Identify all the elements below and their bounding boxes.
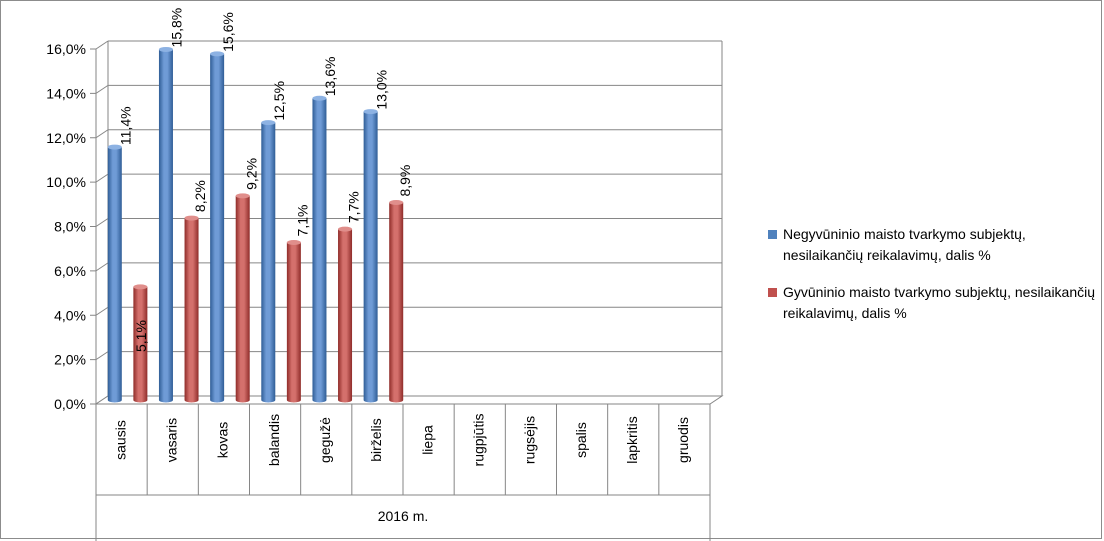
side-grid-line: [95, 129, 109, 139]
bar-cap: [235, 193, 250, 199]
bar-cap: [286, 239, 301, 245]
category-label: vasaris: [163, 418, 179, 462]
category-label: lapkritis: [624, 416, 640, 463]
data-label: 7,7%: [346, 191, 362, 223]
bar-non-animal: [210, 53, 225, 403]
category-label: liepa: [419, 425, 435, 455]
data-label: 13,0%: [373, 70, 389, 110]
bar-cap: [261, 120, 276, 126]
legend-item-non-animal: Negyvūninio maisto tvarkymo subjektų, ne…: [768, 224, 1098, 266]
data-label: 9,2%: [243, 158, 259, 190]
y-tick-label: 16,0%: [46, 41, 86, 57]
y-tick-label: 4,0%: [54, 307, 86, 323]
category-label: rugpjūtis: [470, 414, 486, 467]
category-label: kovas: [215, 422, 231, 459]
y-tick-label: 2,0%: [54, 352, 86, 368]
bar-cap: [363, 109, 378, 115]
y-tick-label: 8,0%: [54, 219, 86, 235]
bar-cap: [210, 51, 225, 57]
side-grid-line: [95, 306, 109, 316]
bar-animal: [133, 286, 148, 403]
bar-animal: [389, 202, 404, 403]
legend-swatch-red: [768, 288, 777, 297]
category-label: birželis: [368, 418, 384, 462]
bar-animal: [184, 218, 199, 403]
category-label: spalis: [573, 422, 589, 458]
y-tick-label: 10,0%: [46, 174, 86, 190]
group-label: 2016 m.: [378, 508, 429, 524]
bar-cap: [107, 144, 122, 150]
data-label: 12,5%: [271, 81, 287, 121]
legend-swatch-blue: [768, 230, 777, 239]
bar-animal: [286, 242, 301, 403]
legend: Negyvūninio maisto tvarkymo subjektų, ne…: [768, 224, 1098, 340]
data-label: 13,6%: [322, 57, 338, 97]
bar-non-animal: [312, 98, 327, 403]
category-label: rugsėjis: [522, 416, 538, 464]
data-label: 7,1%: [295, 205, 311, 237]
data-label: 15,6%: [220, 12, 236, 52]
bar-cap: [338, 226, 353, 232]
category-label: balandis: [266, 414, 282, 466]
side-grid-line: [95, 173, 109, 183]
bar-animal: [338, 229, 353, 403]
y-tick-label: 12,0%: [46, 130, 86, 146]
legend-label-non-animal: Negyvūninio maisto tvarkymo subjektų, ne…: [783, 226, 1026, 263]
bar-non-animal: [261, 122, 276, 403]
legend-item-animal: Gyvūninio maisto tvarkymo subjektų, nesi…: [768, 282, 1098, 324]
y-tick-label: 0,0%: [54, 396, 86, 412]
category-label: gruodis: [675, 417, 691, 463]
legend-label-animal: Gyvūninio maisto tvarkymo subjektų, nesi…: [783, 284, 1096, 321]
side-grid-line: [95, 40, 109, 50]
category-label: gegužė: [317, 417, 333, 463]
bar-cap: [133, 284, 148, 290]
data-label: 8,2%: [192, 180, 208, 212]
side-grid-line: [95, 262, 109, 272]
bar-non-animal: [107, 147, 122, 403]
side-grid-line: [95, 351, 109, 361]
category-label: sausis: [112, 420, 128, 460]
bar-cap: [312, 95, 327, 101]
y-tick-label: 14,0%: [46, 85, 86, 101]
bar-cap: [389, 200, 404, 206]
bar-non-animal: [363, 111, 378, 403]
data-label: 5,1%: [133, 320, 149, 352]
side-grid-line: [95, 218, 109, 227]
bar-animal: [235, 195, 250, 403]
bar-cap: [184, 215, 199, 221]
data-label: 8,9%: [397, 165, 413, 197]
y-tick-label: 6,0%: [54, 263, 86, 279]
bar-non-animal: [158, 49, 173, 403]
bar-cap: [158, 46, 173, 52]
side-grid-line: [95, 84, 109, 94]
data-label: 15,8%: [169, 8, 185, 48]
data-label: 11,4%: [117, 106, 133, 145]
